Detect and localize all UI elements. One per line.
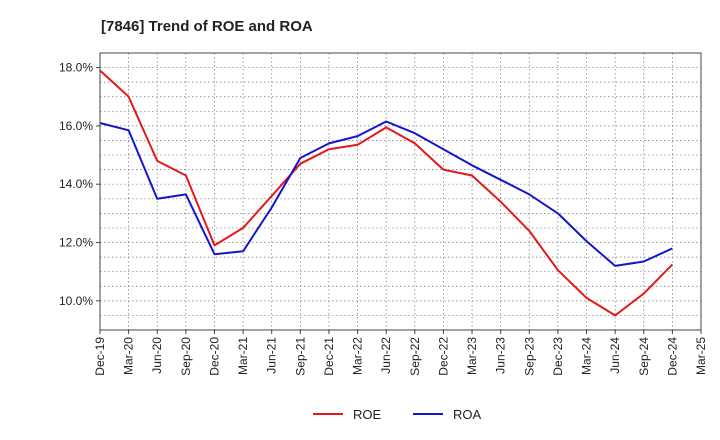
x-tick-label: Jun-20 (150, 337, 164, 374)
x-tick-label: Jun-22 (379, 337, 393, 374)
x-tick-label: Mar-21 (236, 337, 250, 375)
x-tick-label: Mar-25 (694, 337, 708, 375)
series-line-roe (99, 69, 674, 317)
x-tick-label: Sep-21 (293, 337, 307, 376)
x-tick-label: Dec-24 (665, 337, 679, 376)
chart-title: [7846] Trend of ROE and ROA (101, 18, 313, 35)
x-tick-label: Jun-24 (608, 337, 622, 374)
x-tick-label: Mar-24 (580, 337, 594, 375)
legend: ROE ROA (313, 407, 482, 422)
x-tick-label: Dec-22 (436, 337, 450, 376)
x-tick-label: Mar-23 (465, 337, 479, 375)
x-axis: Dec-19 Mar-20 Jun-20 Sep-20 Dec-20 Mar-21 Jun-… (93, 330, 708, 376)
x-tick-label: Dec-21 (322, 337, 336, 376)
legend-label-roa: ROA (453, 407, 482, 422)
x-tick-label: Mar-20 (122, 337, 136, 375)
y-tick-label: 18.0% (59, 61, 93, 75)
x-tick-label: Sep-24 (637, 337, 651, 376)
y-axis: 10.0% 12.0% 14.0% 16.0% 18.0% (59, 61, 100, 308)
x-tick-label: Jun-21 (265, 337, 279, 374)
grid (100, 52, 701, 331)
x-tick-label: Sep-22 (408, 337, 422, 376)
x-tick-label: Jun-23 (494, 337, 508, 374)
x-tick-label: Sep-20 (179, 337, 193, 376)
y-tick-label: 16.0% (59, 119, 93, 133)
series-line-roa (99, 120, 673, 267)
x-tick-label: Mar-22 (351, 337, 365, 375)
y-tick-label: 12.0% (59, 236, 93, 250)
series-lines (99, 69, 674, 317)
y-tick-label: 14.0% (59, 177, 93, 191)
x-tick-label: Dec-23 (551, 337, 565, 376)
x-tick-label: Sep-23 (522, 337, 536, 376)
plot-frame (99, 52, 702, 331)
y-tick-label: 10.0% (59, 294, 93, 308)
x-tick-label: Dec-19 (93, 337, 107, 376)
legend-label-roe: ROE (353, 407, 382, 422)
x-tick-label: Dec-20 (207, 337, 221, 376)
